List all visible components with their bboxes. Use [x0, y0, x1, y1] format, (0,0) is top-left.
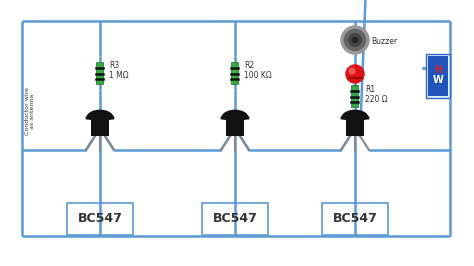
Text: R3: R3: [109, 61, 119, 70]
Text: BC547: BC547: [78, 213, 122, 226]
Text: R1: R1: [365, 85, 375, 94]
Circle shape: [349, 68, 355, 74]
Circle shape: [353, 38, 357, 43]
Circle shape: [345, 30, 365, 51]
FancyBboxPatch shape: [346, 120, 364, 136]
FancyBboxPatch shape: [426, 54, 450, 98]
Text: Conductor wire
as antenna: Conductor wire as antenna: [25, 87, 36, 135]
Text: 1 MΩ: 1 MΩ: [109, 70, 128, 80]
Circle shape: [349, 34, 361, 46]
Text: Buzzer: Buzzer: [371, 38, 397, 47]
Text: W: W: [433, 75, 443, 85]
Text: BC547: BC547: [212, 213, 257, 226]
FancyBboxPatch shape: [352, 85, 358, 107]
Text: H: H: [434, 65, 442, 75]
FancyBboxPatch shape: [91, 120, 109, 136]
FancyBboxPatch shape: [231, 62, 238, 84]
Circle shape: [346, 65, 364, 83]
FancyBboxPatch shape: [202, 203, 268, 235]
Text: 100 KΩ: 100 KΩ: [244, 70, 272, 80]
FancyBboxPatch shape: [322, 203, 388, 235]
Text: BC547: BC547: [333, 213, 377, 226]
Text: 220 Ω: 220 Ω: [365, 94, 388, 103]
FancyBboxPatch shape: [428, 56, 448, 96]
FancyBboxPatch shape: [67, 203, 133, 235]
FancyBboxPatch shape: [97, 62, 103, 84]
Text: R2: R2: [244, 61, 254, 70]
Circle shape: [341, 26, 369, 54]
FancyBboxPatch shape: [226, 120, 244, 136]
